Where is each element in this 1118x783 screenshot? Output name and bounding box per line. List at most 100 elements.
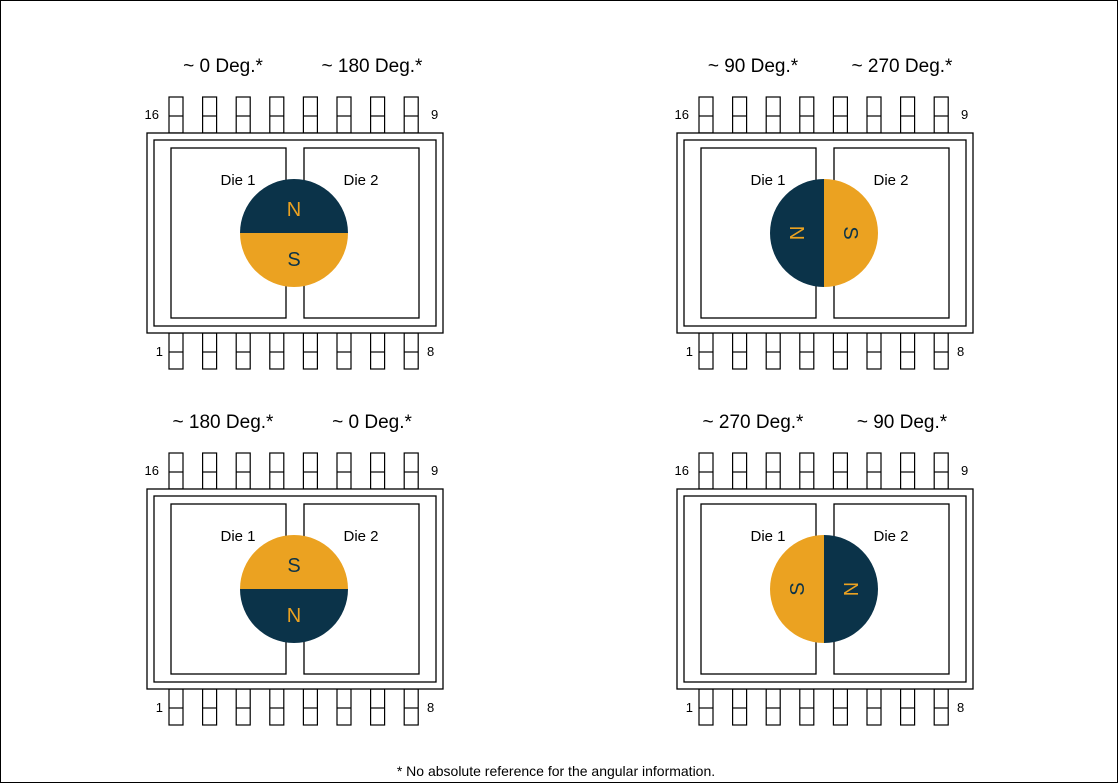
pin [168,332,184,370]
pin-number-16: 16 [145,107,159,122]
pin [732,332,748,370]
pin [403,96,419,134]
pin [302,332,318,370]
pole-label-right: S [839,226,861,239]
pin [732,688,748,726]
chip-panel-top-left: ~ 0 Deg.* ~ 180 Deg.*Die 1 Die 216 91 8NS [145,56,444,370]
magnet-right-half [824,535,878,643]
pin [202,688,218,726]
chip-panel-bottom-right: ~ 270 Deg.* ~ 90 Deg.*Die 1 Die 216 91 8S N [675,412,974,726]
pins-top [698,452,949,490]
pin [866,332,882,370]
pin [336,332,352,370]
die-2-label: Die 2 [873,172,908,189]
pin-number-8: 8 [427,700,434,715]
pin-number-9: 9 [431,107,438,122]
pin-number-8: 8 [957,344,964,359]
pin [933,332,949,370]
pin [799,96,815,134]
angle-label-right: ~ 90 Deg.* [857,412,948,433]
magnet-left-half [770,535,824,643]
die-1-label: Die 1 [220,528,255,545]
pole-label-bottom: N [287,605,301,627]
pin [832,688,848,726]
pin [933,688,949,726]
pin-number-16: 16 [145,463,159,478]
pin [370,332,386,370]
pin [168,688,184,726]
pin [698,332,714,370]
angle-label-left: ~ 270 Deg.* [703,412,804,433]
pin-number-9: 9 [961,107,968,122]
pole-label-left: N [785,226,807,240]
pin [269,332,285,370]
pin [832,452,848,490]
pin [403,688,419,726]
pin [933,452,949,490]
magnet-bottom-half [240,233,348,287]
magnet-right-half [824,179,878,287]
magnet-top-half [240,179,348,233]
pin-number-8: 8 [957,700,964,715]
pin [866,688,882,726]
die-2-label: Die 2 [873,528,908,545]
magnet-left-half [770,179,824,287]
pin-number-1: 1 [686,700,693,715]
die-1-label: Die 1 [750,528,785,545]
pin-number-9: 9 [961,463,968,478]
pin [168,452,184,490]
pins-top [168,96,419,134]
pin [933,96,949,134]
pin [765,96,781,134]
angle-label-right: ~ 270 Deg.* [852,56,953,77]
pin [202,96,218,134]
pin [336,96,352,134]
pin-number-1: 1 [156,700,163,715]
pin-number-16: 16 [675,107,689,122]
pin [799,452,815,490]
pin [269,688,285,726]
pin [202,452,218,490]
pins-top [168,452,419,490]
pin [302,452,318,490]
pin [765,332,781,370]
package-inner [683,495,967,683]
pin [799,332,815,370]
chip-panel-top-right: ~ 90 Deg.* ~ 270 Deg.*Die 1 Die 216 91 8N S [675,56,974,370]
pin [698,452,714,490]
pin [336,452,352,490]
pin [900,332,916,370]
package-inner [153,139,437,327]
die-1-label: Die 1 [750,172,785,189]
pole-label-left: S [787,582,809,595]
magnet-top-half [240,535,348,589]
magnet-bottom-half [240,589,348,643]
pin [302,96,318,134]
panels-group: ~ 0 Deg.* ~ 180 Deg.*Die 1 Die 216 91 8NS~ 9… [145,56,974,726]
pin-number-1: 1 [686,344,693,359]
pin [732,452,748,490]
pin [866,452,882,490]
pin [900,96,916,134]
pin [235,96,251,134]
pin [698,688,714,726]
pin [235,332,251,370]
pin [269,452,285,490]
pin [269,96,285,134]
magnet: NS [240,179,348,287]
pin [336,688,352,726]
pin [832,332,848,370]
pin-number-9: 9 [431,463,438,478]
angle-label-right: ~ 180 Deg.* [322,56,423,77]
pins-bottom [698,688,949,726]
die-2-label: Die 2 [343,172,378,189]
pin [302,688,318,726]
pin [765,452,781,490]
pole-label-right: N [841,582,863,596]
pin [370,452,386,490]
pole-label-top: S [287,555,300,577]
pin [235,688,251,726]
